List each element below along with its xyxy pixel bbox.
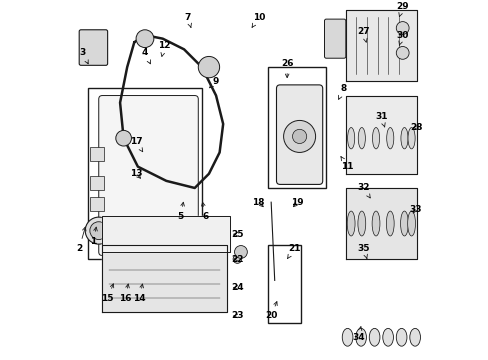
Ellipse shape — [342, 328, 352, 346]
Ellipse shape — [346, 211, 354, 236]
Text: 35: 35 — [357, 244, 369, 258]
Ellipse shape — [371, 211, 379, 236]
Text: 23: 23 — [231, 311, 243, 320]
Text: 13: 13 — [129, 169, 142, 178]
Ellipse shape — [400, 211, 407, 236]
Circle shape — [136, 30, 154, 48]
Ellipse shape — [409, 328, 420, 346]
Circle shape — [90, 222, 107, 239]
Circle shape — [395, 46, 408, 59]
Bar — [88, 89, 202, 259]
Ellipse shape — [355, 328, 366, 346]
Text: 15: 15 — [101, 284, 114, 303]
Ellipse shape — [368, 328, 379, 346]
Ellipse shape — [407, 211, 415, 236]
Bar — [267, 67, 325, 188]
Text: 21: 21 — [287, 244, 300, 258]
Text: 1: 1 — [90, 227, 97, 246]
Ellipse shape — [386, 127, 393, 149]
Text: 14: 14 — [133, 284, 145, 303]
Text: 34: 34 — [351, 327, 364, 342]
Text: 22: 22 — [231, 255, 243, 264]
Text: 2: 2 — [76, 227, 86, 253]
Polygon shape — [345, 188, 416, 259]
Bar — [90, 176, 104, 190]
Text: 10: 10 — [251, 13, 264, 27]
Polygon shape — [345, 95, 416, 174]
Text: 6: 6 — [201, 202, 208, 221]
Text: 4: 4 — [142, 48, 150, 64]
Circle shape — [233, 255, 241, 263]
Text: 31: 31 — [374, 112, 387, 127]
Text: 12: 12 — [158, 41, 170, 57]
Ellipse shape — [357, 211, 365, 236]
Polygon shape — [102, 216, 230, 252]
Text: 11: 11 — [340, 157, 353, 171]
Text: 30: 30 — [396, 31, 408, 45]
Text: 3: 3 — [80, 48, 88, 64]
Bar — [267, 245, 301, 323]
Ellipse shape — [400, 127, 407, 149]
Text: 28: 28 — [410, 123, 422, 132]
Ellipse shape — [386, 211, 393, 236]
Circle shape — [234, 246, 247, 258]
Circle shape — [198, 57, 219, 78]
Ellipse shape — [347, 127, 354, 149]
Text: 7: 7 — [184, 13, 191, 27]
Ellipse shape — [407, 127, 414, 149]
Text: 8: 8 — [338, 84, 346, 99]
Circle shape — [292, 129, 306, 144]
Text: 29: 29 — [396, 2, 408, 17]
Text: 9: 9 — [209, 77, 219, 88]
Polygon shape — [102, 245, 226, 312]
Text: 20: 20 — [264, 302, 277, 320]
Ellipse shape — [358, 127, 365, 149]
FancyBboxPatch shape — [79, 30, 107, 65]
Text: 19: 19 — [291, 198, 304, 207]
Text: 27: 27 — [357, 27, 369, 42]
Text: 16: 16 — [119, 284, 131, 303]
Circle shape — [283, 121, 315, 152]
Circle shape — [85, 217, 112, 244]
Text: 5: 5 — [177, 202, 184, 221]
Text: 32: 32 — [357, 184, 369, 198]
Circle shape — [395, 22, 408, 35]
FancyBboxPatch shape — [276, 85, 322, 184]
Ellipse shape — [382, 328, 393, 346]
Text: 33: 33 — [408, 205, 421, 214]
Ellipse shape — [395, 328, 406, 346]
Bar — [90, 147, 104, 161]
Circle shape — [116, 130, 131, 146]
Text: 24: 24 — [231, 283, 243, 292]
FancyBboxPatch shape — [99, 95, 198, 256]
Polygon shape — [345, 10, 416, 81]
Text: 26: 26 — [280, 59, 293, 78]
Ellipse shape — [372, 127, 379, 149]
Text: 25: 25 — [231, 230, 243, 239]
Bar — [90, 197, 104, 211]
FancyBboxPatch shape — [324, 19, 345, 58]
Text: 17: 17 — [129, 137, 142, 152]
Text: 18: 18 — [252, 198, 264, 207]
